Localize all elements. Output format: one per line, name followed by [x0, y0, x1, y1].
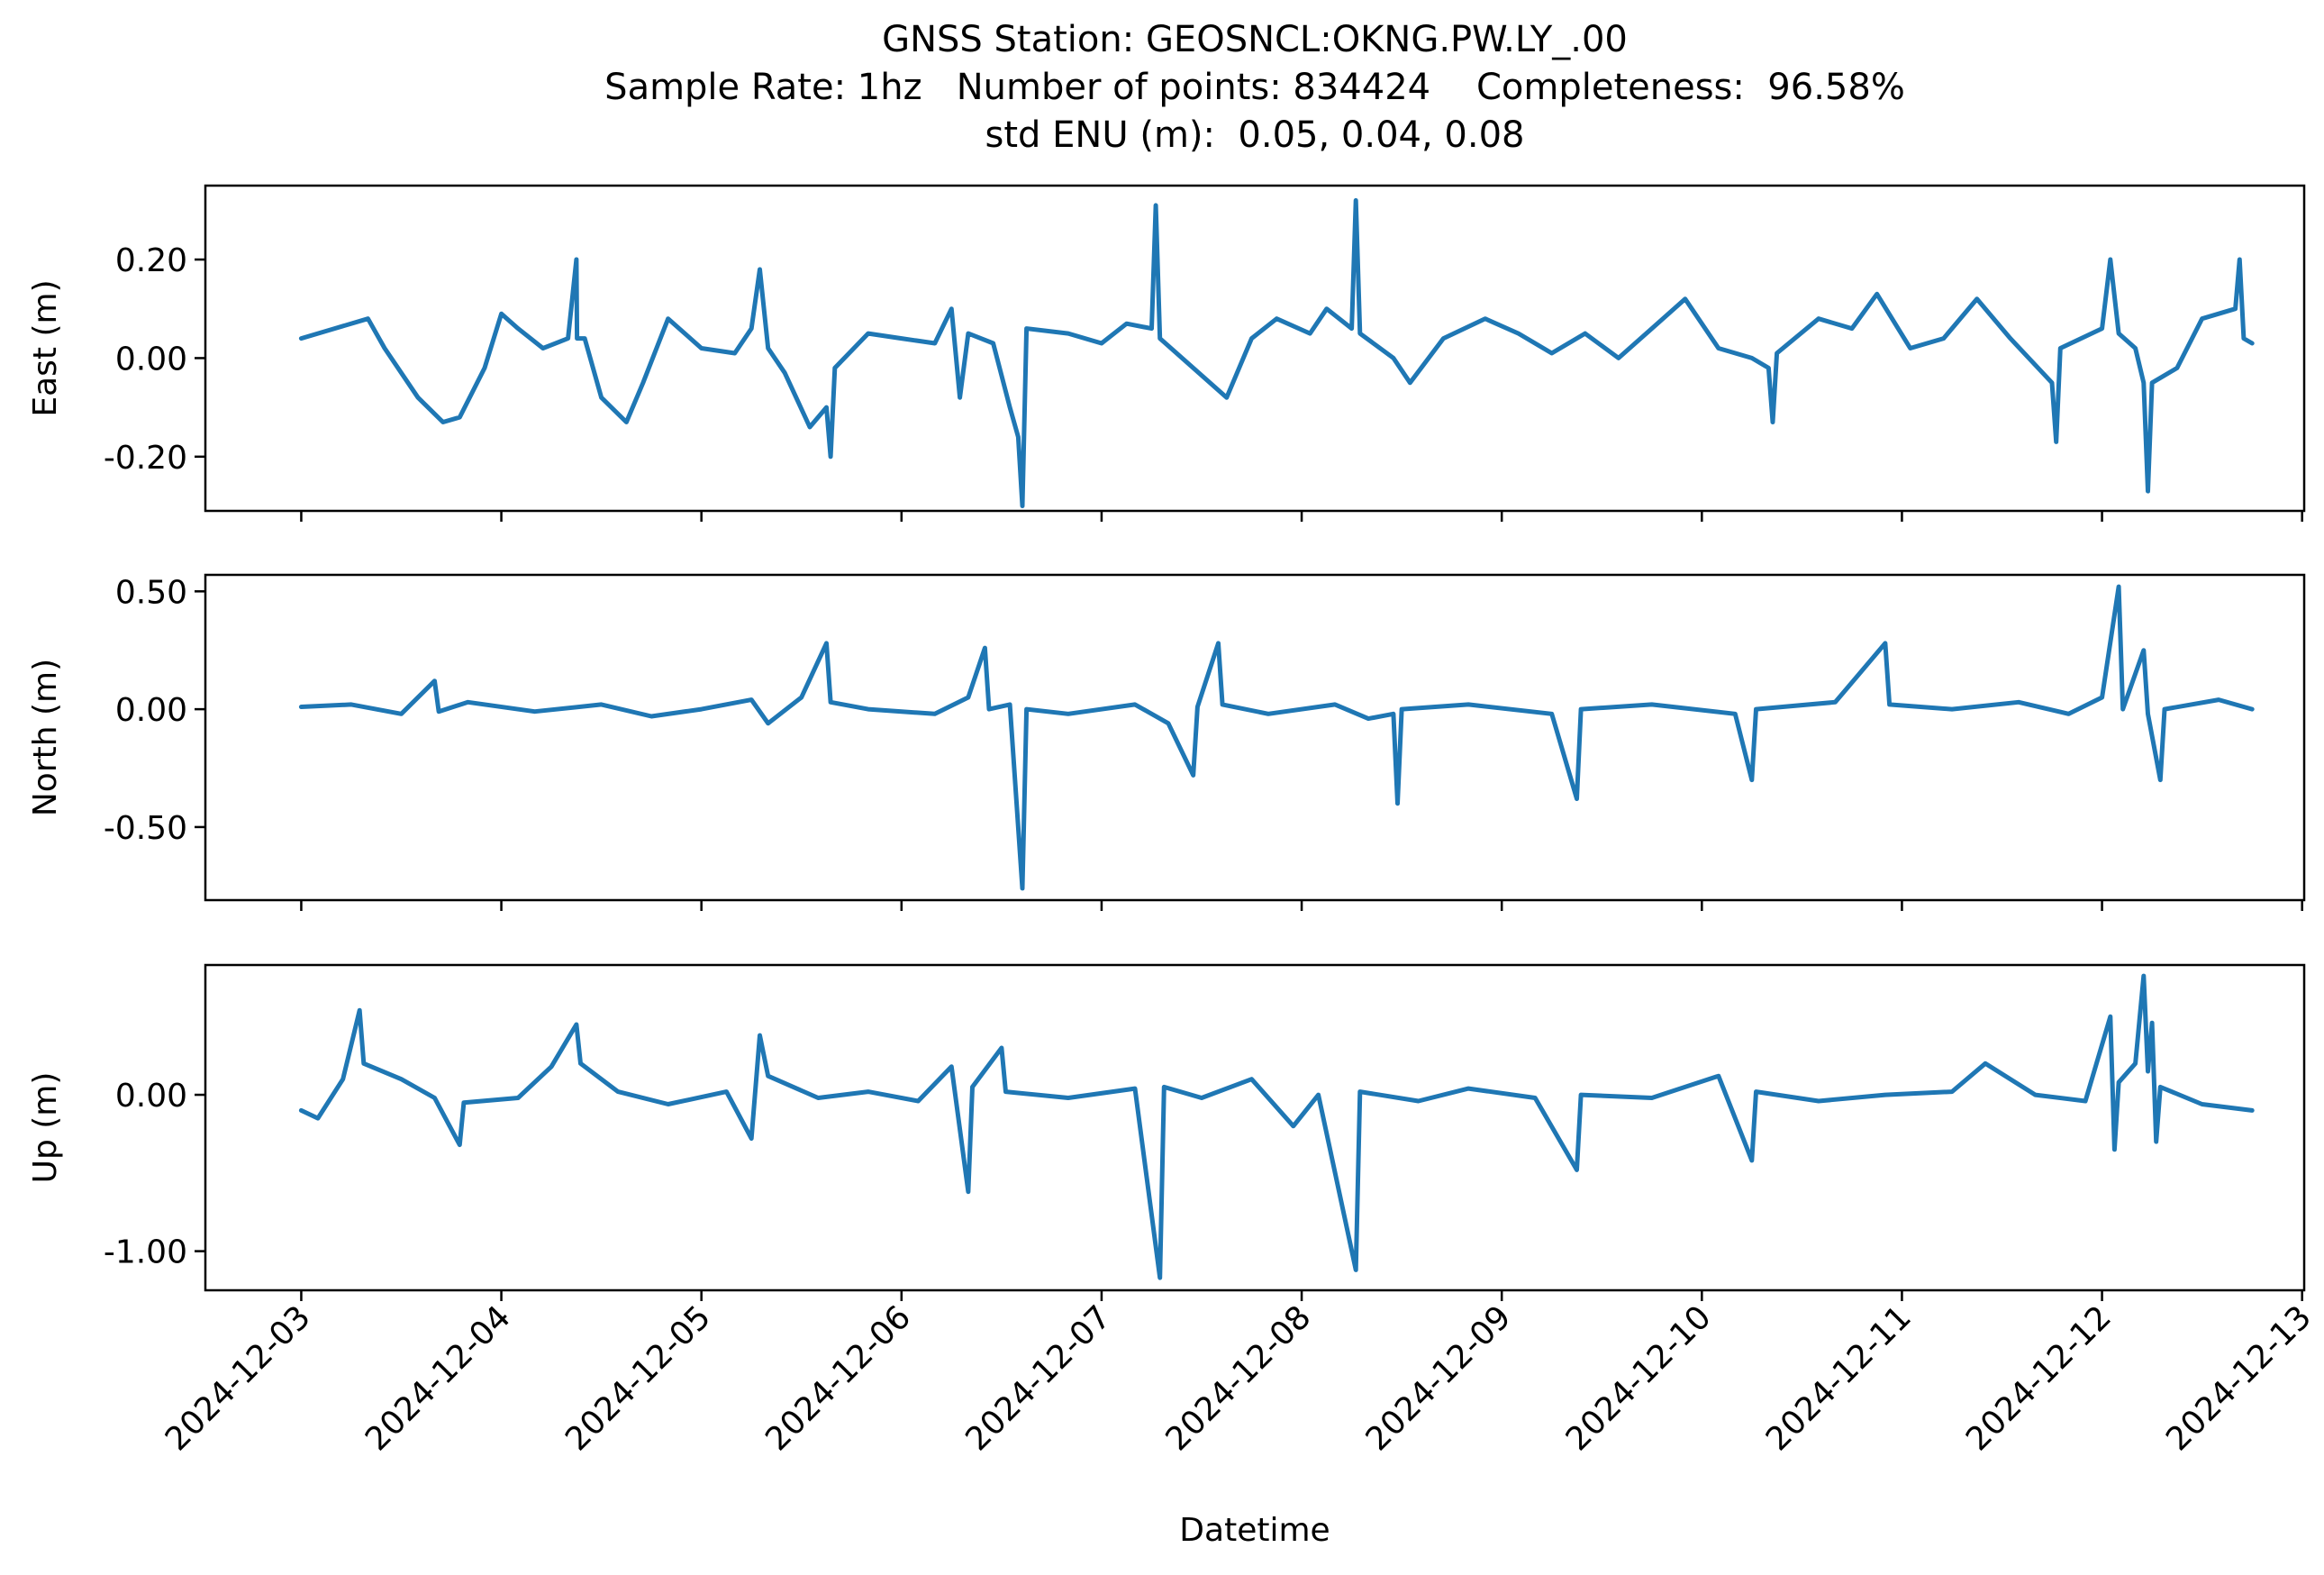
- up-series-line: [298, 973, 2255, 1280]
- x-tick-label: 2024-12-08: [1158, 1298, 1318, 1458]
- up-axes-frame: [204, 963, 2306, 1292]
- up-y-tick-label: -1.00: [104, 1234, 187, 1271]
- up-y-axis-label: Up (m): [27, 1072, 64, 1184]
- x-tick-label: 2024-12-12: [1959, 1298, 2119, 1458]
- north-series-line: [298, 584, 2255, 891]
- north-y-tick-label: -0.50: [104, 810, 187, 847]
- chart-title: GNSS Station: GEOSNCL:OKNG.PW.LY_.00: [882, 19, 1628, 60]
- east-y-tick-label: 0.20: [115, 242, 187, 279]
- x-tick-label: 2024-12-07: [958, 1298, 1118, 1458]
- chart-subtitle-std: std ENU (m): 0.05, 0.04, 0.08: [985, 114, 1525, 156]
- x-tick-label: 2024-12-11: [1759, 1298, 1919, 1458]
- chart-title-block: GNSS Station: GEOSNCL:OKNG.PW.LY_.00 Sam…: [0, 16, 2324, 159]
- x-tick-label: 2024-12-04: [359, 1298, 518, 1458]
- x-tick-label: 2024-12-10: [1559, 1298, 1719, 1458]
- east-series-line: [298, 197, 2255, 508]
- east-y-axis-label: East (m): [27, 279, 64, 416]
- x-axis-label: Datetime: [1179, 1512, 1330, 1549]
- east-y-tick-label: -0.20: [104, 440, 187, 477]
- x-tick-label: 2024-12-03: [159, 1298, 318, 1458]
- x-tick-label: 2024-12-09: [1359, 1298, 1519, 1458]
- x-tick-label: 2024-12-06: [758, 1298, 918, 1458]
- chart-subtitle-stats: Sample Rate: 1hz Number of points: 83442…: [604, 67, 1905, 108]
- north-y-tick-label: 0.50: [115, 574, 187, 611]
- north-y-tick-label: 0.00: [115, 692, 187, 729]
- x-tick-label: 2024-12-05: [558, 1298, 718, 1458]
- x-tick-label: 2024-12-13: [2159, 1298, 2319, 1458]
- north-axes-frame: [204, 573, 2306, 902]
- east-y-tick-label: 0.00: [115, 341, 187, 378]
- north-y-axis-label: North (m): [27, 659, 64, 816]
- east-axes-frame: [204, 184, 2306, 513]
- up-y-tick-label: 0.00: [115, 1078, 187, 1115]
